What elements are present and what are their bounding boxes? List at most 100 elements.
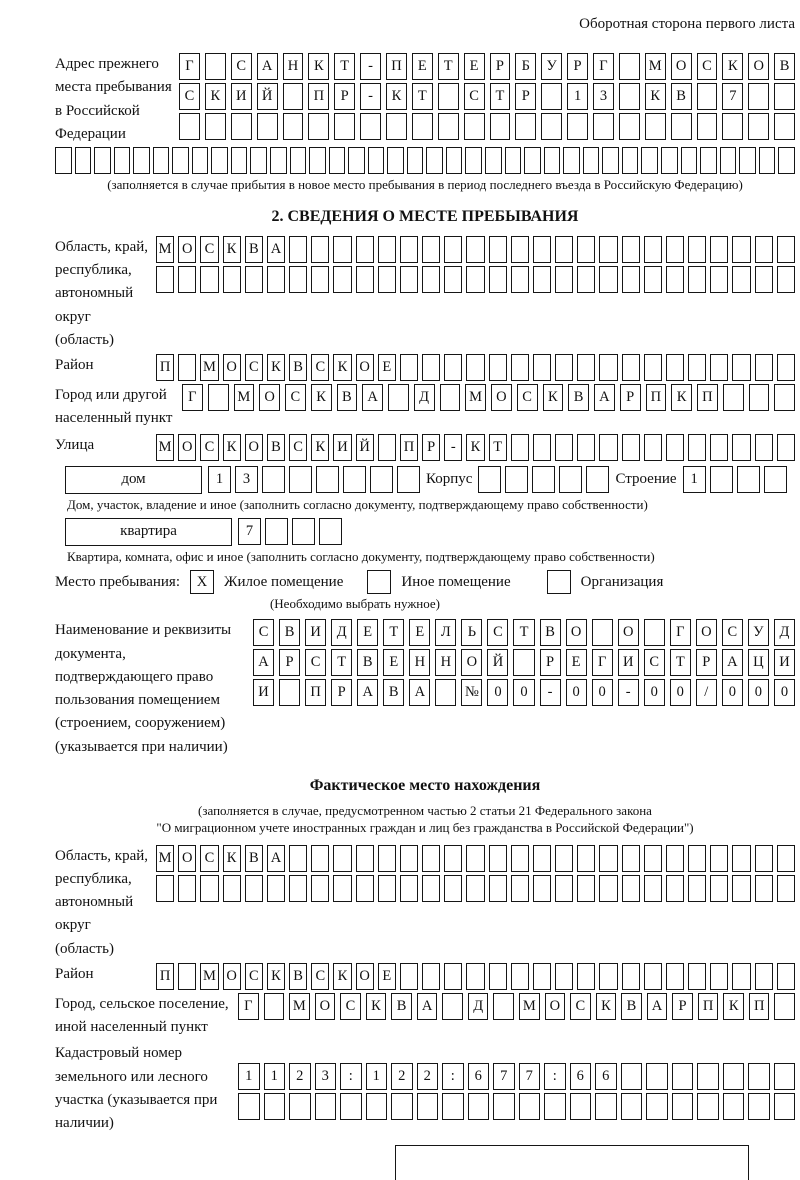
char-box[interactable]: 2 [416,1063,438,1091]
char-box[interactable]: И [230,83,252,110]
char-box[interactable] [172,147,189,174]
char-box[interactable] [732,235,751,263]
char-box[interactable]: О [259,384,280,412]
char-box[interactable]: М [644,53,666,80]
char-box[interactable]: 1 [238,1063,260,1091]
char-box[interactable] [422,844,441,872]
char-box[interactable]: 6 [467,1063,489,1091]
char-box[interactable] [279,679,301,707]
char-box[interactable] [377,844,396,872]
char-box[interactable]: О [748,53,770,80]
char-box[interactable] [591,619,613,647]
char-box[interactable]: 3 [235,466,258,494]
char-box[interactable]: 6 [569,1063,591,1091]
char-box[interactable] [555,844,574,872]
char-box[interactable] [593,113,614,140]
char-box[interactable] [437,83,459,110]
char-box[interactable] [748,83,770,110]
char-box[interactable] [478,466,502,494]
char-box[interactable] [644,113,666,140]
char-box[interactable]: Р [672,992,693,1020]
char-box[interactable]: Т [331,649,353,677]
char-box[interactable] [355,874,374,902]
char-box[interactable] [515,113,537,140]
char-box[interactable] [577,874,596,902]
char-box[interactable]: 1 [263,1063,285,1091]
char-box[interactable]: Т [383,619,405,647]
char-box[interactable] [599,844,618,872]
char-box[interactable] [289,147,307,174]
char-box[interactable]: Т [669,649,691,677]
char-box[interactable] [697,1063,719,1091]
char-box[interactable] [467,1093,489,1121]
char-box[interactable] [736,466,760,494]
char-box[interactable]: Р [695,649,717,677]
char-box[interactable] [776,874,795,902]
char-box[interactable] [311,844,330,872]
char-box[interactable]: 0 [773,679,795,707]
char-box[interactable]: Д [331,619,353,647]
char-box[interactable] [773,1063,795,1091]
char-box[interactable] [311,265,330,293]
char-box[interactable] [618,53,640,80]
char-box[interactable] [309,147,326,174]
char-box[interactable] [426,147,443,174]
char-box[interactable] [620,1093,642,1121]
char-box[interactable] [680,147,698,174]
char-box[interactable] [178,354,197,382]
char-box[interactable] [544,1093,566,1121]
char-box[interactable] [739,147,756,174]
char-box[interactable]: С [244,962,263,990]
char-box[interactable] [222,265,241,293]
char-box[interactable] [510,354,529,382]
char-box[interactable] [567,113,588,140]
char-box[interactable] [710,874,729,902]
char-box[interactable] [665,874,685,902]
char-box[interactable] [621,844,640,872]
char-box[interactable]: М [465,384,486,412]
char-box[interactable]: О [461,649,483,677]
char-box[interactable] [722,1093,744,1121]
char-box[interactable]: К [222,844,241,872]
char-box[interactable] [641,147,658,174]
char-box[interactable]: В [391,992,412,1020]
char-box[interactable] [343,466,366,494]
char-box[interactable] [191,147,209,174]
char-box[interactable] [263,992,285,1020]
char-box[interactable] [559,466,583,494]
char-box[interactable] [422,354,441,382]
char-box[interactable]: 3 [593,83,614,110]
char-box[interactable]: А [416,992,438,1020]
char-box[interactable]: № [461,679,483,707]
char-box[interactable]: К [311,433,330,461]
char-box[interactable]: 7 [722,83,744,110]
char-box[interactable] [577,354,596,382]
char-box[interactable] [411,113,433,140]
char-box[interactable] [709,466,733,494]
char-box[interactable] [488,235,507,263]
char-box[interactable] [665,844,685,872]
char-box[interactable] [94,147,111,174]
char-box[interactable] [518,1093,540,1121]
char-box[interactable]: 2 [289,1063,311,1091]
char-box[interactable]: О [244,433,263,461]
char-box[interactable]: П [156,962,175,990]
char-box[interactable] [748,1063,770,1091]
char-box[interactable]: : [544,1063,566,1091]
char-box[interactable] [643,844,662,872]
char-box[interactable] [696,83,718,110]
char-box[interactable] [763,466,787,494]
char-box[interactable] [262,466,285,494]
char-box[interactable] [377,433,396,461]
char-box[interactable]: Т [488,433,507,461]
char-box[interactable]: О [565,619,587,647]
char-box[interactable] [289,235,308,263]
char-box[interactable]: В [357,649,379,677]
char-box[interactable]: Г [182,384,203,412]
char-box[interactable] [748,113,770,140]
char-box[interactable] [643,433,662,461]
char-box[interactable] [113,147,131,174]
char-box[interactable] [488,354,507,382]
char-box[interactable] [541,83,563,110]
char-box[interactable]: С [200,433,219,461]
